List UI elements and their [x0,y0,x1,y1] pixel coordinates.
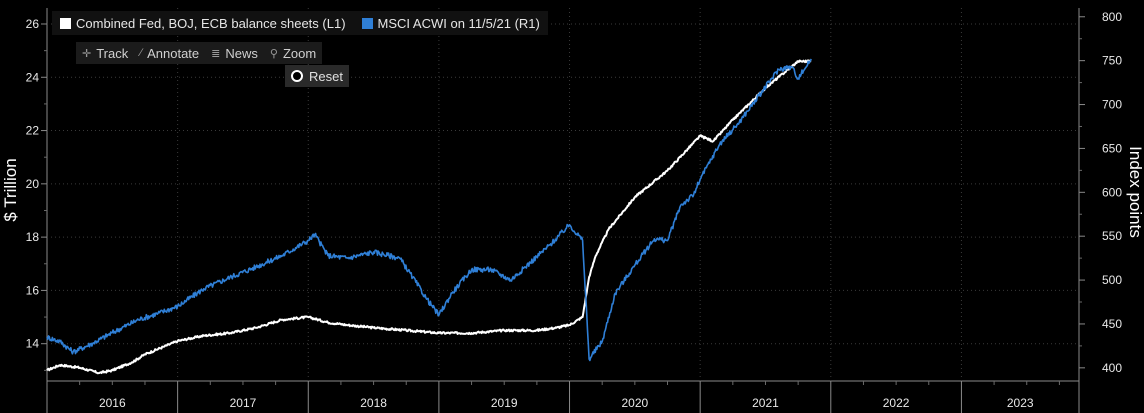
left-tick-label: 26 [26,17,40,31]
right-tick-label: 550 [1102,229,1122,243]
left-tick-label: 20 [26,177,40,191]
right-y-axis: 400 450 500 550 600 650 700 750 800 [1079,10,1122,375]
right-axis-title: Index points [1126,146,1144,238]
left-y-axis: 14 16 18 20 22 24 26 [26,17,47,371]
news-label: News [225,45,258,61]
right-tick-label: 500 [1102,273,1122,287]
left-tick-label: 16 [26,283,40,297]
legend-label-balance-sheets: Combined Fed, BOJ, ECB balance sheets (L… [76,15,346,31]
legend-item-balance-sheets[interactable]: Combined Fed, BOJ, ECB balance sheets (L… [60,16,346,31]
magnifier-icon: ⚲ [269,47,278,60]
right-tick-label: 650 [1102,141,1122,155]
pencil-icon: ∕ [140,47,143,59]
x-tick-label: 2022 [883,396,910,410]
gridlines [46,8,1080,413]
track-label: Track [96,45,129,61]
left-tick-label: 18 [26,230,40,244]
reset-icon [291,70,303,82]
legend: Combined Fed, BOJ, ECB balance sheets (L… [52,11,548,35]
x-tick-label: 2016 [99,396,126,410]
left-axis-title: $ Trillion [1,158,20,221]
reset-label: Reset [309,68,343,84]
right-tick-label: 700 [1102,98,1122,112]
x-axis: 2016 2017 2018 2019 2020 2021 2022 2023 [79,381,1060,413]
annotate-button[interactable]: ∕ Annotate [134,42,205,64]
annotate-label: Annotate [147,45,200,61]
track-button[interactable]: ✛ Track [76,42,134,64]
legend-swatch-blue [361,17,373,29]
x-tick-label: 2020 [621,396,648,410]
right-tick-label: 450 [1102,317,1122,331]
balance-sheet-line [46,59,812,375]
x-tick-label: 2019 [491,396,518,410]
msci-acwi-line [46,58,812,362]
legend-swatch-white [60,17,71,29]
crosshair-icon: ✛ [82,47,92,60]
x-tick-label: 2023 [1007,396,1034,410]
news-button[interactable]: ≣ News [205,42,264,64]
right-tick-label: 800 [1102,10,1122,24]
right-tick-label: 400 [1102,361,1122,375]
legend-label-msci-acwi: MSCI ACWI on 11/5/21 (R1) [377,15,540,31]
zoom-button[interactable]: ⚲ Zoom [264,42,322,64]
reset-button[interactable]: Reset [285,65,349,87]
zoom-label: Zoom [282,45,317,61]
left-tick-label: 22 [26,124,40,138]
legend-item-msci-acwi[interactable]: MSCI ACWI on 11/5/21 (R1) [361,15,540,31]
right-tick-label: 600 [1102,185,1122,199]
chart-toolbar: ✛ Track ∕ Annotate ≣ News ⚲ Zoom [76,42,323,64]
left-tick-label: 24 [26,70,40,84]
left-tick-label: 14 [26,337,40,351]
series-group [46,58,812,375]
x-tick-label: 2021 [752,396,779,410]
right-tick-label: 750 [1102,54,1122,68]
x-tick-label: 2018 [360,396,387,410]
x-tick-label: 2017 [230,396,257,410]
news-icon: ≣ [211,47,221,60]
